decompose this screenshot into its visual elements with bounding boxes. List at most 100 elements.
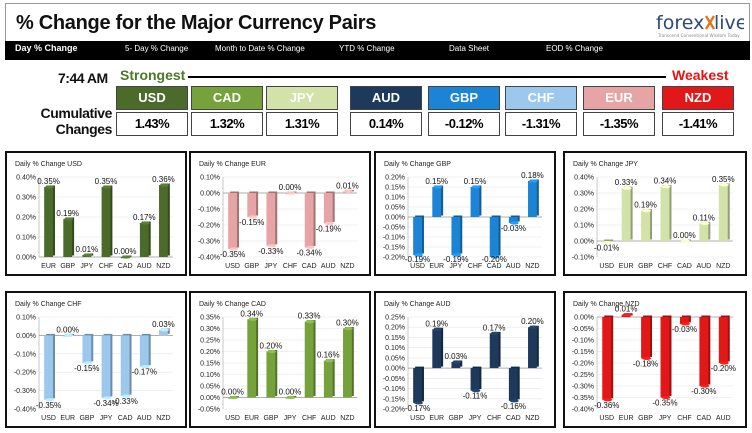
tab-month-to-date-change[interactable]: Month to Date % Change	[215, 44, 305, 53]
x-tick-label: GBP	[638, 415, 653, 422]
data-label: -0.15%	[239, 218, 264, 227]
bar-chf	[660, 185, 672, 241]
chart-usd: Daily % Change USD 0.40% 0.30% 0.20% 0.10% 0.…	[5, 151, 187, 276]
bar-jpy	[660, 315, 672, 400]
forexlive-logo[interactable]: forex live Transcend Conventional Wisdom…	[654, 10, 748, 40]
x-tick-label: JPY	[284, 415, 297, 422]
x-tick-label: EUR	[619, 415, 634, 422]
x-tick-label: EUR	[619, 263, 634, 270]
bar-gbp	[63, 217, 75, 257]
x-tick-label: EUR	[429, 415, 444, 422]
bar-usd	[228, 395, 239, 400]
bar-nzd	[159, 183, 170, 257]
bar-chart-svg: Daily % Change CAD 0.35% 0.30% 0.25% 0.20% 0.…	[198, 301, 359, 422]
y-tick-label: -0.40%	[14, 407, 36, 414]
data-label: 0.01%	[615, 305, 638, 314]
currency-tile-usd: USD 1.43%	[116, 86, 188, 136]
chart-title: Daily % Change JPY	[573, 161, 638, 168]
y-tick-label: -0.10%	[383, 386, 405, 393]
y-tick-label: -0.30%	[198, 239, 220, 246]
y-tick-label: 0.10%	[200, 175, 220, 182]
y-tick-label: -0.40%	[572, 407, 594, 414]
bar-usd	[228, 191, 239, 251]
data-label: 0.00%	[279, 388, 302, 397]
bar-usd	[413, 366, 424, 405]
data-label: 0.35%	[712, 175, 735, 184]
data-label: -0.17%	[405, 404, 430, 413]
y-tick-label: 0.00%	[200, 395, 220, 402]
currency-cumulative-value: -1.35%	[583, 112, 655, 136]
nav-bar: Day % Change 5- Day % Change Month to Da…	[5, 41, 750, 60]
y-tick-label: 0.10%	[385, 345, 405, 352]
currency-code: CAD	[191, 86, 263, 110]
data-label: -0.30%	[691, 387, 716, 396]
currency-code: NZD	[662, 86, 734, 110]
y-tick-label: 0.20%	[574, 207, 594, 214]
x-tick-label: NZD	[716, 263, 730, 270]
x-tick-label: JPY	[264, 263, 277, 270]
data-label: -0.03%	[672, 325, 697, 334]
x-tick-label: AUD	[506, 263, 521, 270]
x-tick-label: USD	[225, 263, 240, 270]
tab-eod-change[interactable]: EOD % Change	[546, 44, 603, 53]
svg-text:Transcend Conventional Wisdom: Transcend Conventional Wisdom Today	[657, 33, 740, 38]
cumulative-changes-label: Cumulative Changes	[40, 105, 113, 137]
currency-tile-nzd: NZD -1.41%	[662, 86, 734, 136]
y-tick-label: 0.20%	[385, 175, 405, 182]
currency-tile-chf: CHF -1.31%	[505, 86, 577, 136]
page-title: % Change for the Major Currency Pairs	[16, 12, 377, 34]
currency-cumulative-value: 0.14%	[350, 112, 422, 136]
bar-aud	[699, 221, 711, 241]
data-label: 0.34%	[240, 309, 263, 318]
data-label: -0.35%	[220, 250, 245, 259]
y-tick-label: 0.05%	[385, 355, 405, 362]
bar-usd	[602, 315, 614, 402]
bar-usd	[602, 239, 614, 245]
y-tick-label: -0.15%	[572, 349, 594, 356]
x-tick-label: NZD	[340, 263, 354, 270]
currency-code: USD	[116, 86, 188, 110]
data-label: 0.33%	[298, 312, 321, 321]
y-tick-label: -0.10%	[14, 351, 36, 358]
currency-cumulative-value: 1.43%	[116, 112, 188, 136]
tab-data-sheet[interactable]: Data Sheet	[449, 44, 490, 53]
x-tick-label: GBP	[244, 263, 259, 270]
data-label: -0.17%	[132, 368, 157, 377]
bar-cad	[304, 191, 316, 249]
chart-aud: Daily % Change AUD 0.25% 0.20% 0.15% 0.10% 0.…	[374, 291, 556, 428]
bar-eur	[621, 313, 633, 317]
bar-nzd	[528, 179, 539, 217]
y-tick-label: 0.00%	[574, 239, 594, 246]
tab-5-day-change[interactable]: 5- Day % Change	[125, 44, 189, 53]
data-label: 0.01%	[76, 245, 99, 254]
data-label: 0.36%	[152, 175, 175, 184]
y-tick-label: 0.30%	[200, 326, 220, 333]
y-tick-label: 0.00%	[16, 333, 36, 340]
data-label: 0.20%	[260, 342, 283, 351]
y-tick-label: 0.25%	[200, 338, 220, 345]
data-label: 0.00%	[673, 231, 696, 240]
bar-chf	[470, 185, 482, 217]
x-tick-label: JPY	[449, 263, 462, 270]
bar-usd	[44, 333, 55, 402]
y-tick-label: 0.05%	[200, 384, 220, 391]
x-tick-label: CAD	[118, 263, 133, 270]
bar-aud	[718, 315, 730, 365]
x-tick-label: CHF	[302, 415, 316, 422]
y-tick-label: 0.30%	[16, 195, 36, 202]
tab-ytd-change[interactable]: YTD % Change	[339, 44, 395, 53]
data-label: 0.35%	[37, 177, 60, 186]
x-tick-label: JPY	[659, 415, 672, 422]
y-tick-label: 0.00%	[200, 191, 220, 198]
data-label: -0.35%	[652, 399, 677, 408]
bar-cad	[120, 255, 132, 259]
tab-day-change[interactable]: Day % Change	[15, 43, 78, 53]
x-tick-label: NZD	[525, 263, 539, 270]
data-label: -0.20%	[481, 255, 506, 264]
x-tick-label: AUD	[716, 415, 731, 422]
data-label: -0.33%	[258, 247, 283, 256]
bar-usd	[413, 215, 424, 257]
bar-chart-svg: Daily % Change NZD 0.00% -0.05% -0.10% -0.15…	[572, 301, 736, 422]
chart-title: Daily % Change USD	[15, 161, 82, 168]
